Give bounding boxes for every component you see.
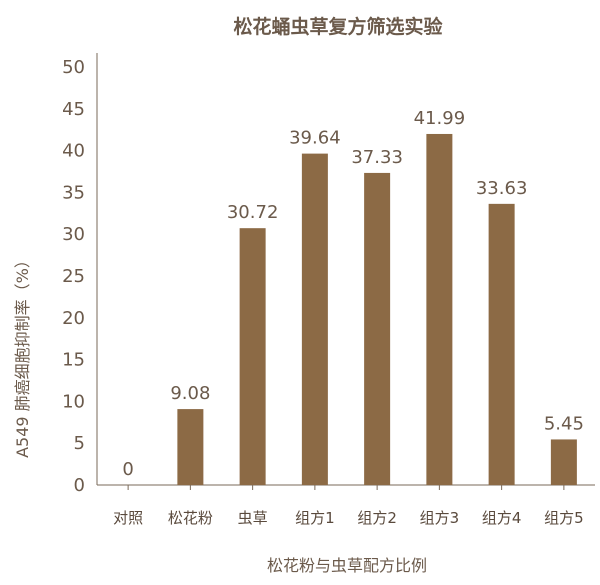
data-label: 30.72 (227, 202, 279, 223)
bar (364, 172, 391, 485)
y-axis-title: A549 肺癌细胞抑制率（%） (13, 252, 32, 458)
bars (177, 133, 577, 486)
data-label: 41.99 (414, 108, 466, 129)
chart-title: 松花蛹虫草复方筛选实验 (233, 15, 443, 38)
y-tick-label: 0 (74, 475, 85, 496)
x-tick-label: 组方3 (420, 509, 460, 527)
x-tick-label: 虫草 (238, 509, 268, 527)
y-tick-label: 40 (62, 141, 85, 162)
x-tick-label: 对照 (113, 509, 143, 527)
y-tick-label: 20 (62, 308, 85, 329)
x-tick-label: 松花粉 (168, 509, 213, 527)
data-label: 5.45 (544, 413, 584, 434)
data-label: 39.64 (289, 128, 341, 149)
data-label: 0 (122, 459, 133, 480)
data-label: 9.08 (170, 383, 210, 404)
axes: 0 5 10 15 20 25 30 35 40 45 50 对照 松花粉 虫草 组方1 组方2 组方3 组方4 组… (62, 53, 595, 527)
x-tick-label: 组方2 (357, 509, 397, 527)
x-tick-label: 组方1 (295, 509, 335, 527)
x-axis-title: 松花粉与虫草配方比例 (267, 556, 427, 575)
y-tick-label: 50 (62, 57, 85, 78)
y-tick-label: 45 (62, 99, 85, 120)
data-label: 33.63 (476, 178, 528, 199)
bar (426, 133, 453, 485)
y-tick-label: 10 (62, 391, 85, 412)
bar (488, 203, 515, 485)
x-tick-label: 组方4 (482, 509, 522, 527)
data-label: 37.33 (351, 147, 403, 168)
y-tick-label: 30 (62, 224, 85, 245)
bar (239, 228, 266, 486)
y-tick-label: 35 (62, 182, 85, 203)
value-labels: 0 9.08 30.72 39.64 37.33 41.99 33.63 5.45 (122, 108, 584, 480)
x-tick-label: 组方5 (544, 509, 584, 527)
y-tick-label: 5 (74, 433, 85, 454)
bar (301, 153, 328, 485)
y-tick-label: 25 (62, 266, 85, 287)
y-tick-label: 15 (62, 350, 85, 371)
bar (177, 409, 204, 485)
bar (550, 439, 577, 485)
